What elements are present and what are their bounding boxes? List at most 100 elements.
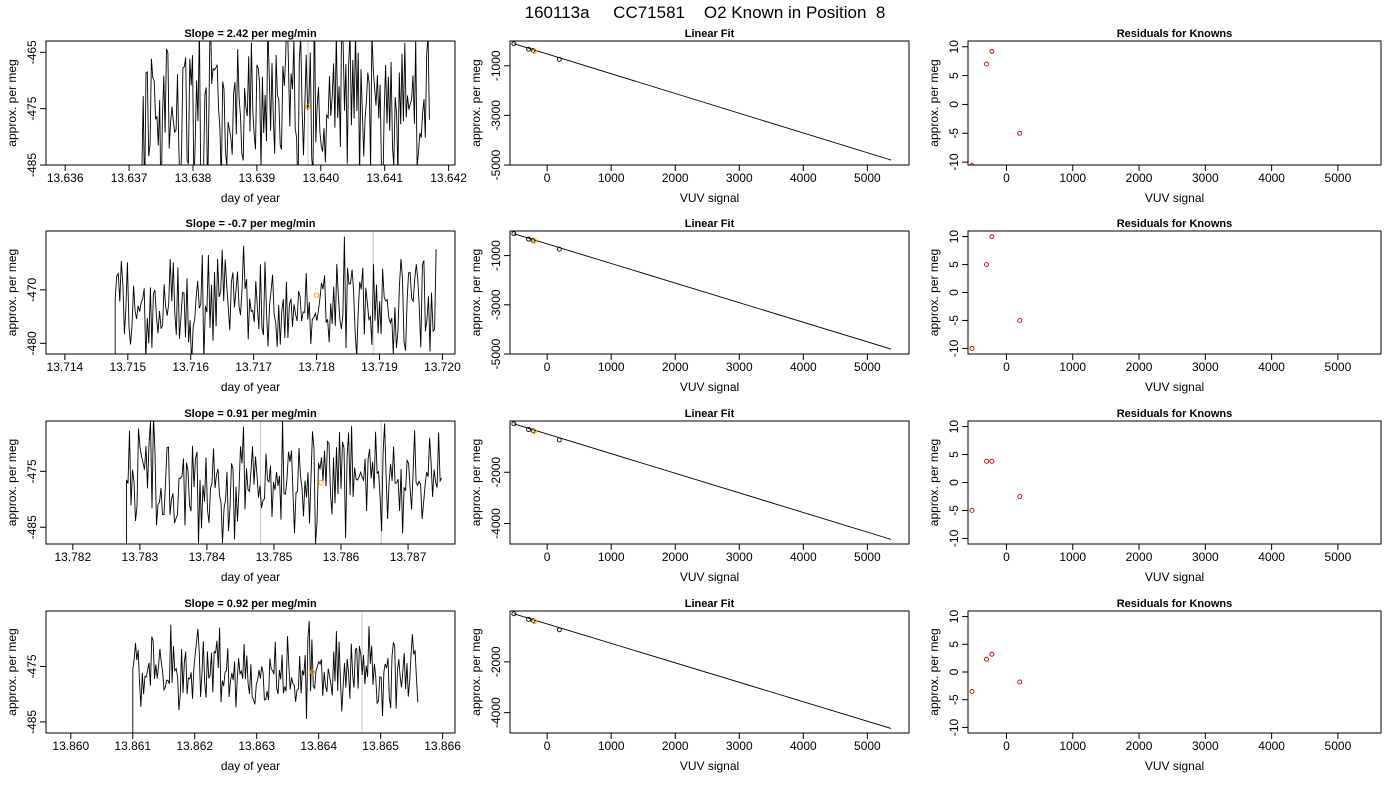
y-tick-label: 10 <box>947 610 961 624</box>
plot-frame <box>45 610 456 734</box>
data-point <box>511 41 517 47</box>
x-tick-label: 4000 <box>790 171 817 185</box>
y-tick-label: -475 <box>25 459 39 483</box>
x-tick-label: 3000 <box>726 739 753 753</box>
highlight-point <box>531 618 538 625</box>
plot-area <box>132 611 419 733</box>
plot-frame <box>509 40 910 166</box>
x-tick-label: 2000 <box>1126 550 1153 564</box>
plot-area <box>511 421 892 540</box>
data-point <box>984 262 990 267</box>
x-tick-label: 13.637 <box>111 171 148 185</box>
y-tick-label: 0 <box>947 101 961 108</box>
x-tick-label: 2000 <box>1126 171 1153 185</box>
y-tick-label: 10 <box>947 420 961 434</box>
x-tick-label: 0 <box>544 360 551 374</box>
x-tick-label: 13.641 <box>366 171 403 185</box>
x-axis-label: day of year <box>221 759 280 773</box>
x-axis-label: day of year <box>221 380 280 394</box>
plot-area <box>969 458 1023 513</box>
x-tick-label: 13.862 <box>176 739 213 753</box>
x-axis-label: VUV signal <box>1145 570 1204 584</box>
plot-frame <box>509 420 910 545</box>
plot-area <box>511 231 892 350</box>
panel-title: Residuals for Knowns <box>1117 28 1233 40</box>
x-tick-label: 0 <box>544 550 551 564</box>
panel-title: Residuals for Knowns <box>1117 218 1233 230</box>
y-tick-label: -2000 <box>489 457 503 488</box>
panel-r4-c2: Linear Fit VUV signal approx. per meg 0 1000… <box>469 598 910 773</box>
y-axis-label: approx. per meg <box>5 628 19 715</box>
y-tick-label: 5 <box>947 451 961 458</box>
plot-area <box>969 234 1023 351</box>
highlight-point <box>313 292 320 298</box>
plot-area <box>114 231 437 354</box>
y-tick-label: -10 <box>947 529 961 547</box>
x-tick-label: 4000 <box>1258 739 1285 753</box>
x-tick-label: 5000 <box>1325 739 1352 753</box>
x-tick-label: 2000 <box>662 550 689 564</box>
data-point <box>526 236 532 242</box>
panel-r2-c2: Linear Fit VUV signal approx. per meg 0 1000… <box>469 218 910 394</box>
x-axis-label: VUV signal <box>1145 759 1204 773</box>
x-tick-label: 5000 <box>854 360 881 374</box>
x-tick-label: 13.719 <box>361 360 398 374</box>
panel-title: Slope = 0.91 per meg/min <box>184 408 317 420</box>
data-point <box>530 618 536 624</box>
plot-area <box>511 41 892 161</box>
x-tick-label: 13.717 <box>235 360 272 374</box>
data-point <box>989 651 995 657</box>
x-tick-label: 13.642 <box>430 171 467 185</box>
panel-r4-c3: Residuals for Knowns VUV signal approx. pe… <box>927 598 1382 773</box>
x-tick-label: 1000 <box>598 550 625 564</box>
data-point <box>526 616 532 622</box>
plot-area <box>969 48 1023 165</box>
data-point <box>969 345 975 351</box>
x-tick-label: 13.786 <box>323 550 360 564</box>
x-tick-label: 1000 <box>1059 550 1086 564</box>
x-tick-label: 4000 <box>790 550 817 564</box>
x-tick-label: 1000 <box>1059 360 1086 374</box>
data-point <box>511 421 517 427</box>
data-point <box>526 46 532 52</box>
plot-frame <box>45 230 456 355</box>
x-axis-label: VUV signal <box>1145 191 1204 205</box>
fit-line <box>513 233 892 350</box>
data-point <box>969 163 975 165</box>
y-axis-label: approx. per meg <box>927 628 941 715</box>
y-tick-label: -480 <box>25 331 39 355</box>
plot-frame <box>45 40 456 166</box>
panel-title: Slope = 0.92 per meg/min <box>184 598 317 610</box>
x-tick-label: 13.640 <box>302 171 339 185</box>
y-tick-label: 10 <box>947 40 961 54</box>
y-tick-label: 5 <box>947 641 961 648</box>
plot-frame <box>967 40 1382 166</box>
plot-area <box>141 41 430 165</box>
panel-r2-c1: Slope = -0.7 per meg/min day of year appro… <box>5 218 461 394</box>
data-point <box>969 508 975 513</box>
panel-title: Linear Fit <box>685 408 735 420</box>
y-tick-label: -475 <box>25 96 39 120</box>
data-point <box>984 61 990 67</box>
y-tick-label: -5000 <box>489 338 503 369</box>
x-tick-label: 3000 <box>1192 171 1219 185</box>
data-point <box>530 47 536 53</box>
y-axis-label: approx. per meg <box>469 249 483 336</box>
x-tick-label: 0 <box>1003 550 1010 564</box>
x-tick-label: 13.782 <box>54 550 91 564</box>
plot-frame <box>967 420 1382 545</box>
x-tick-label: 1000 <box>598 739 625 753</box>
x-tick-label: 0 <box>544 171 551 185</box>
highlight-point <box>531 48 538 54</box>
data-point <box>984 656 990 662</box>
y-axis-label: approx. per meg <box>5 249 19 336</box>
data-point <box>556 246 562 252</box>
x-tick-label: 13.866 <box>424 739 461 753</box>
x-tick-label: 0 <box>1003 739 1010 753</box>
x-tick-label: 0 <box>1003 171 1010 185</box>
x-tick-label: 5000 <box>854 739 881 753</box>
data-point <box>556 56 562 62</box>
x-tick-label: 3000 <box>1192 360 1219 374</box>
x-tick-label: 13.715 <box>109 360 146 374</box>
panel-title: Linear Fit <box>685 598 735 610</box>
